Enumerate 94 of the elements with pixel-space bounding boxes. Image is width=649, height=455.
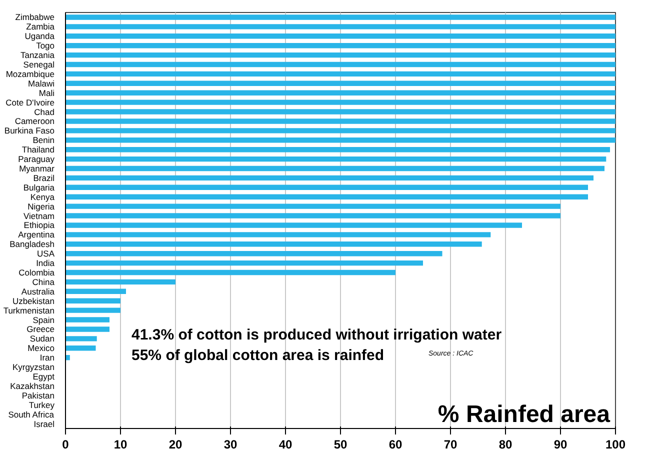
bar	[66, 194, 588, 200]
y-tick-label: Spain	[32, 314, 55, 325]
bar	[66, 166, 604, 172]
y-tick-label: South Africa	[8, 409, 54, 420]
bar	[66, 90, 616, 96]
y-tick-label: Thailand	[22, 144, 55, 155]
bar	[66, 14, 616, 20]
y-tick-label: Ethiopia	[24, 220, 55, 230]
bar	[66, 100, 616, 105]
bar	[66, 128, 616, 134]
y-tick-label: Myanmar	[19, 164, 55, 174]
y-tick-label: Brazil	[33, 172, 55, 183]
x-tick-label: 60	[388, 438, 402, 452]
y-tick-label: USA	[37, 248, 55, 259]
bar	[66, 109, 616, 114]
y-tick-label: Kenya	[30, 192, 55, 202]
x-tick-label: 70	[444, 438, 458, 452]
bar	[66, 279, 176, 285]
y-tick-label: Senegal	[23, 60, 55, 70]
y-tick-label: Kyrgyzstan	[12, 362, 55, 372]
bar	[66, 184, 588, 190]
y-tick-label: Zimbabwe	[15, 12, 55, 22]
y-tick-label: Pakistan	[22, 390, 55, 400]
y-tick-label: Argentina	[18, 230, 55, 240]
bar	[66, 204, 560, 209]
y-tick-label: Mozambique	[6, 68, 55, 79]
x-tick-label: 30	[224, 438, 238, 452]
bar	[66, 138, 616, 143]
x-tick-label: 90	[554, 438, 568, 452]
y-tick-label: Malawi	[28, 78, 55, 88]
y-tick-label: Turkey	[28, 400, 56, 410]
bar	[66, 308, 120, 313]
y-tick-label: Vietnam	[23, 210, 55, 221]
bar	[66, 24, 616, 30]
y-tick-label: Mali	[38, 88, 55, 98]
y-tick-label: Greece	[26, 324, 55, 334]
bar	[66, 336, 97, 342]
annotation: 55% of global cotton area is rainfed	[132, 347, 384, 364]
y-tick-label: Paraguay	[18, 154, 56, 164]
bar	[66, 298, 120, 304]
bar	[66, 34, 616, 39]
y-tick-label: Benin	[32, 135, 55, 146]
x-tick-label: 40	[278, 438, 292, 452]
bar	[66, 71, 616, 77]
annotation: 41.3% of cotton is produced without irrigation water	[132, 326, 502, 344]
bar	[66, 118, 616, 124]
x-tick-label: 50	[334, 438, 348, 452]
x-tick-label: 20	[168, 438, 182, 452]
text: % Rainfed area	[438, 400, 611, 428]
bar	[66, 156, 606, 162]
y-tick-label: China	[32, 276, 55, 287]
y-tick-label: Israel	[34, 418, 55, 429]
bar	[66, 222, 522, 228]
y-tick-label: Colombia	[18, 268, 55, 278]
y-tick-label: Tanzania	[20, 50, 55, 60]
bar	[66, 232, 491, 238]
bar	[66, 175, 594, 181]
bar	[66, 326, 110, 332]
y-tick-label: Australia	[21, 286, 55, 296]
y-tick-label: Burkina Faso	[4, 126, 55, 136]
x-tick-label: 100	[605, 438, 626, 452]
y-tick-label: Togo	[36, 40, 55, 51]
bar	[66, 242, 482, 247]
y-tick-label: Uganda	[24, 31, 55, 42]
x-tick-label: 10	[114, 438, 128, 452]
bar	[66, 62, 616, 68]
bar	[66, 288, 126, 294]
bar	[66, 80, 616, 86]
y-tick-label: Mexico	[28, 343, 55, 354]
y-tick-label: Chad	[34, 106, 55, 117]
y-tick-label: Turkmenistan	[3, 305, 55, 316]
bar	[66, 317, 110, 322]
y-tick-label: Cameroon	[14, 116, 55, 126]
y-tick-label: Kazakhstan	[10, 380, 55, 391]
x-tick-label: 80	[498, 438, 512, 452]
y-tick-label: Bangladesh	[10, 239, 55, 250]
y-tick-label: Egypt	[32, 372, 56, 382]
bar	[66, 42, 616, 48]
bar	[66, 270, 396, 276]
y-tick-label: Nigeria	[28, 201, 55, 212]
bar	[66, 52, 616, 58]
y-tick-label: Uzbekistan	[12, 296, 55, 306]
bar	[66, 213, 560, 218]
bar	[66, 250, 442, 256]
x-tick-label: 0	[62, 438, 70, 452]
y-tick-label: Cote D'Ivoire	[6, 97, 55, 108]
y-tick-label: Zambia	[26, 22, 55, 32]
y-tick-label: India	[36, 258, 55, 268]
bar	[66, 346, 96, 351]
y-tick-label: Sudan	[30, 334, 55, 344]
bar	[66, 146, 610, 152]
y-tick-label: Iran	[40, 352, 55, 363]
y-tick-label: Bulgaria	[23, 182, 55, 192]
bar	[66, 260, 423, 266]
